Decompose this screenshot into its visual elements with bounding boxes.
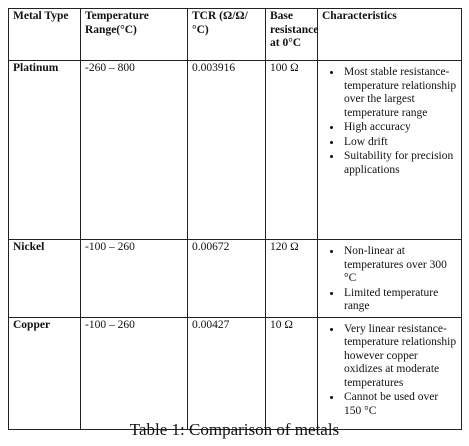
list-item: Low drift [342,136,457,150]
cell-characteristics: Very linear resistance-temperature relat… [317,316,462,430]
cell-base-resistance: 120 Ω [265,239,318,318]
list-item: Most stable resistance-temperature relat… [342,66,457,120]
cell-range: -260 – 800 [80,60,188,240]
metals-table-container: Metal Type Temperature Range(°C) TCR (Ω/… [8,8,462,430]
header-metal-type: Metal Type [8,8,81,61]
cell-range: -100 – 260 [80,316,188,430]
list-item: Limited temperature range [342,287,457,314]
cell-tcr: 0.00672 [187,239,266,318]
list-item: High accuracy [342,121,457,135]
cell-base-resistance: 100 Ω [265,60,318,240]
table-row-nickel: Nickel -100 – 260 0.00672 120 Ω Non-line… [8,239,462,318]
cell-tcr: 0.00427 [187,316,266,430]
cell-metal: Copper [8,316,81,430]
characteristics-list: Most stable resistance-temperature relat… [322,66,457,177]
table-row-platinum: Platinum -260 – 800 0.003916 100 Ω Most … [8,60,462,240]
header-base-resistance: Base resistance at 0°C [265,8,318,61]
cell-characteristics: Non-linear at temperatures over 300 °C L… [317,239,462,318]
header-characteristics: Characteristics [317,8,462,61]
header-temperature-range: Temperature Range(°C) [80,8,188,61]
cell-metal: Nickel [8,239,81,318]
table-caption: Table 1: Comparison of metals [129,420,340,439]
table-header-row: Metal Type Temperature Range(°C) TCR (Ω/… [8,8,462,61]
cell-metal: Platinum [8,60,81,240]
header-tcr: TCR (Ω/Ω/°C) [187,8,266,61]
list-item: Non-linear at temperatures over 300 °C [342,245,457,286]
characteristics-list: Very linear resistance-temperature relat… [322,323,457,419]
cell-characteristics: Most stable resistance-temperature relat… [317,60,462,240]
cell-tcr: 0.003916 [187,60,266,240]
characteristics-list: Non-linear at temperatures over 300 °C L… [322,245,457,314]
cell-base-resistance: 10 Ω [265,316,318,430]
table-row-copper: Copper -100 – 260 0.00427 10 Ω Very line… [8,316,462,430]
cell-range: -100 – 260 [80,239,188,318]
list-item: Cannot be used over 150 °C [342,391,457,418]
metals-comparison-table: Metal Type Temperature Range(°C) TCR (Ω/… [8,8,462,430]
list-item: Very linear resistance-temperature relat… [342,323,457,391]
list-item: Suitability for precision applications [342,150,457,177]
